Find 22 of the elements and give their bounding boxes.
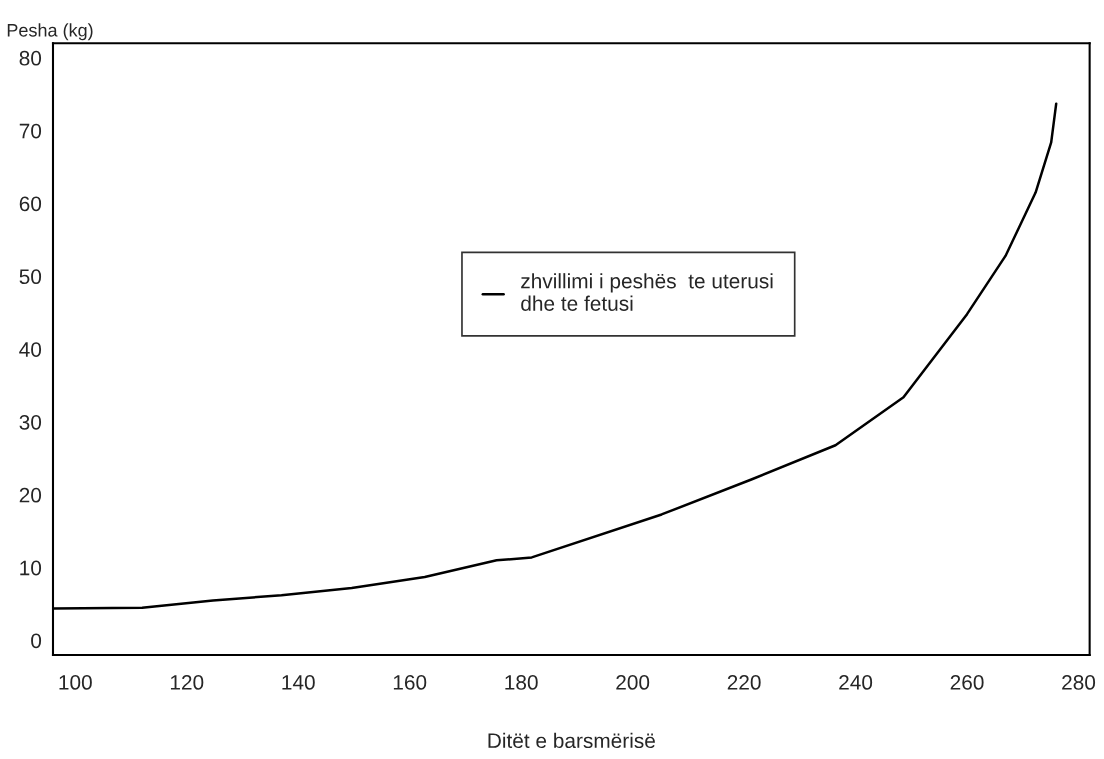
x-tick-label: 100 [59, 675, 92, 690]
x-tick-label: 220 [727, 675, 761, 690]
y-tick-label: 80 [19, 50, 42, 66]
y-tick-label: 0 [31, 633, 42, 649]
y-tick-label: 60 [19, 196, 42, 212]
y-axis-title: Pesha (kg) [7, 23, 93, 41]
x-tick-label: 260 [950, 675, 984, 690]
x-axis-title: Ditët e barsmërisë [488, 732, 655, 749]
x-tick-label: 280 [1062, 675, 1096, 690]
y-tick-label: 40 [19, 342, 42, 357]
x-tick-label: 180 [505, 675, 538, 690]
x-tick-label: 240 [839, 675, 873, 690]
y-tick-label: 20 [19, 487, 42, 503]
y-tick-label: 30 [19, 414, 42, 430]
legend-label: zhvillimi i peshës te uterusi dhe te fetusi [521, 273, 773, 311]
y-tick-label: 70 [19, 123, 42, 139]
x-tick-label: 160 [393, 675, 427, 690]
x-tick-label: 200 [616, 675, 650, 690]
x-tick-label: 140 [282, 675, 315, 690]
x-tick-label: 120 [170, 675, 204, 690]
y-tick-label: 10 [20, 560, 42, 576]
y-tick-label: 50 [19, 269, 42, 285]
